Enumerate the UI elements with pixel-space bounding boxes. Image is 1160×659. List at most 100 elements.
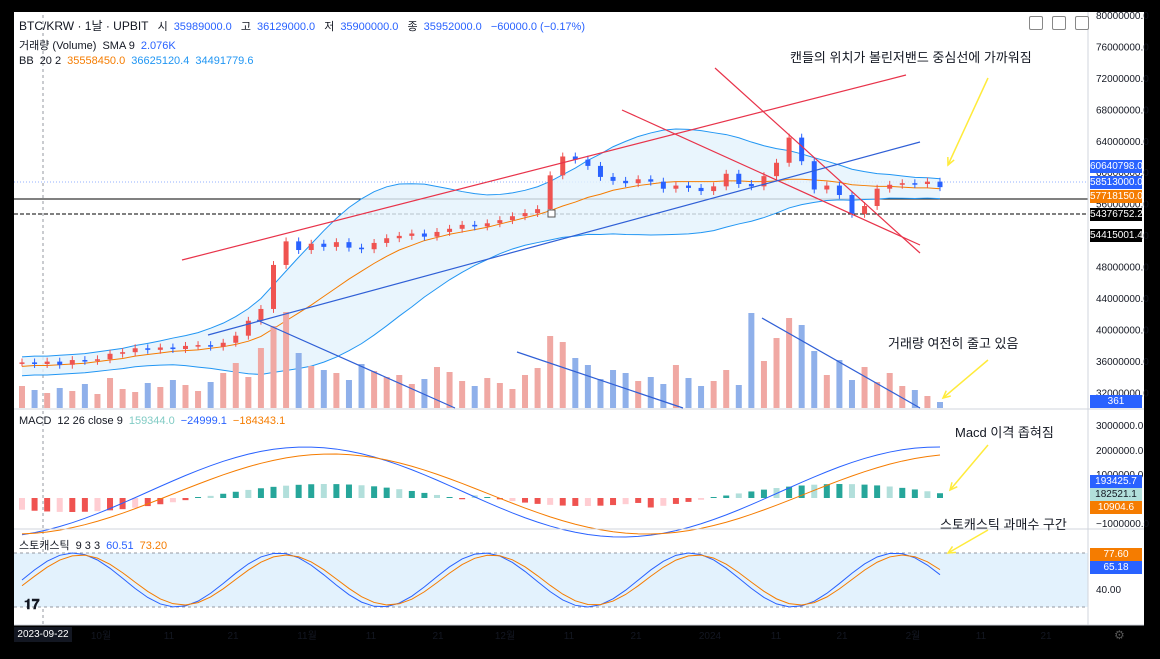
ohlc-open-value: 35989000.0 bbox=[173, 21, 232, 33]
volume-bar bbox=[371, 371, 378, 408]
macd-hist-bar bbox=[723, 495, 730, 498]
volume-bar bbox=[559, 342, 566, 408]
symbol-title[interactable]: BTC/KRW · 1날 · UPBIT bbox=[19, 19, 149, 33]
ohlc-open-label: 시 bbox=[157, 21, 168, 33]
macd-hist-bar bbox=[433, 494, 440, 498]
annotation-stoch: 스토캐스틱 과매수 구간 bbox=[940, 517, 1067, 532]
candle-body bbox=[774, 162, 780, 177]
candle-body bbox=[220, 342, 226, 347]
candle-body bbox=[245, 320, 251, 336]
candle-body bbox=[522, 213, 528, 217]
volume-bar bbox=[232, 363, 239, 408]
volume-bar bbox=[496, 383, 503, 408]
candle-body bbox=[145, 348, 151, 350]
bb-legend[interactable]: BB 20 2 35558450.0 36625120.4 34491779.6 bbox=[19, 55, 259, 67]
macd-hist-bar bbox=[358, 485, 365, 498]
volume-legend[interactable]: 거래량 (Volume) SMA 9 2.076K bbox=[19, 37, 182, 53]
candle-body bbox=[572, 156, 578, 160]
trendline bbox=[207, 141, 921, 336]
macd-hist-bar bbox=[144, 498, 151, 507]
volume-bar bbox=[295, 353, 302, 408]
bb-legend-lower: 34491779.6 bbox=[195, 55, 254, 67]
trendline bbox=[714, 67, 921, 254]
candle-body bbox=[32, 362, 38, 364]
chevron-down-button[interactable] bbox=[1029, 16, 1043, 30]
price-label-hline2: 54415001.4 bbox=[1090, 229, 1143, 242]
price-axis-tick: 80000000.0 bbox=[1096, 11, 1149, 22]
macd-legend-hist: 159344.0 bbox=[128, 415, 175, 427]
candle-body bbox=[736, 173, 742, 184]
candle-body bbox=[924, 181, 930, 184]
candle-body bbox=[157, 347, 163, 350]
volume-bar bbox=[257, 348, 264, 408]
price-label-hline1: 54376752.2 bbox=[1090, 208, 1143, 221]
maximize-button[interactable] bbox=[1075, 16, 1089, 30]
volume-bar bbox=[245, 377, 252, 408]
candle-body bbox=[711, 186, 717, 192]
volume-bar bbox=[19, 386, 25, 408]
volume-bar bbox=[446, 372, 453, 408]
volume-bar bbox=[836, 360, 843, 408]
ohlc-close-value: 35952000.0 bbox=[423, 21, 482, 33]
volume-bar bbox=[584, 365, 591, 408]
volume-bar bbox=[924, 396, 931, 408]
macd-hist-bar bbox=[220, 493, 227, 498]
volume-legend-value: 2.076K bbox=[140, 40, 176, 52]
volume-bar bbox=[345, 380, 352, 408]
macd-hist-bar bbox=[371, 486, 378, 498]
volume-bar bbox=[220, 373, 227, 408]
volume-bar bbox=[333, 373, 340, 408]
settings-icon[interactable]: ⚙ bbox=[1114, 628, 1125, 642]
macd-hist-bar bbox=[270, 486, 277, 498]
volume-bar bbox=[509, 389, 516, 408]
volume-bar bbox=[937, 402, 943, 408]
trendline bbox=[181, 74, 907, 261]
candle-body bbox=[509, 216, 515, 221]
candle-body bbox=[874, 188, 880, 206]
price-label-upper: 60640798.0 bbox=[1090, 160, 1143, 173]
candle-body bbox=[623, 180, 629, 184]
price-axis-tick: 44000000.0 bbox=[1096, 294, 1149, 305]
candle-body bbox=[497, 220, 503, 224]
chevron-up-button[interactable] bbox=[1052, 16, 1066, 30]
macd-hist-bar bbox=[446, 497, 453, 498]
macd-hist-bar bbox=[44, 498, 51, 512]
time-axis-tick: 12월 bbox=[495, 630, 515, 642]
anchor-handle bbox=[547, 209, 556, 218]
volume-bar bbox=[899, 386, 906, 408]
candle-body bbox=[761, 176, 767, 187]
volume-bar bbox=[534, 368, 541, 408]
candle-body bbox=[434, 231, 440, 237]
candle-body bbox=[648, 179, 654, 182]
macd-legend[interactable]: MACD 12 26 close 9 159344.0 −24999.1 −184343… bbox=[19, 415, 291, 427]
macd-hist-bar bbox=[748, 491, 755, 498]
candle-body bbox=[195, 345, 201, 347]
ohlc-close-label: 종 bbox=[407, 21, 418, 33]
ohlc-high-label: 고 bbox=[240, 21, 251, 33]
volume-bar bbox=[320, 370, 327, 408]
price-label-last: 58513000.0 bbox=[1090, 176, 1143, 189]
stoch-legend-d: 73.20 bbox=[139, 540, 168, 552]
macd-hist-bar bbox=[308, 484, 315, 498]
time-axis-tick: 11 bbox=[976, 631, 987, 642]
candle-body bbox=[723, 173, 729, 187]
stoch-legend-name: 스토캐스틱 bbox=[19, 540, 70, 552]
macd-hist-bar bbox=[760, 489, 767, 498]
candle-body bbox=[899, 183, 905, 185]
macd-hist-bar bbox=[509, 498, 516, 502]
volume-bar bbox=[396, 375, 403, 408]
annotation-macd: Macd 이격 좁혀짐 bbox=[955, 425, 1054, 440]
macd-hist-bar bbox=[547, 498, 554, 505]
macd-hist-bar bbox=[19, 498, 25, 510]
candle-body bbox=[321, 243, 327, 247]
macd-hist-bar bbox=[408, 490, 415, 498]
candle-body bbox=[94, 359, 100, 361]
stoch-label-k: 65.18 bbox=[1090, 561, 1142, 574]
stoch-legend[interactable]: 스토캐스틱 9 3 3 60.51 73.20 bbox=[19, 537, 173, 553]
macd-hist-bar bbox=[31, 498, 38, 511]
macd-hist-bar bbox=[157, 498, 164, 505]
annotation-volume: 거래량 여전히 줄고 있음 bbox=[888, 336, 1019, 351]
candle-body bbox=[346, 242, 352, 248]
price-axis-tick: 36000000.0 bbox=[1096, 357, 1149, 368]
